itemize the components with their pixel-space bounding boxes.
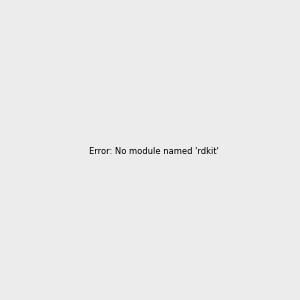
Text: Error: No module named 'rdkit': Error: No module named 'rdkit' <box>89 147 219 156</box>
